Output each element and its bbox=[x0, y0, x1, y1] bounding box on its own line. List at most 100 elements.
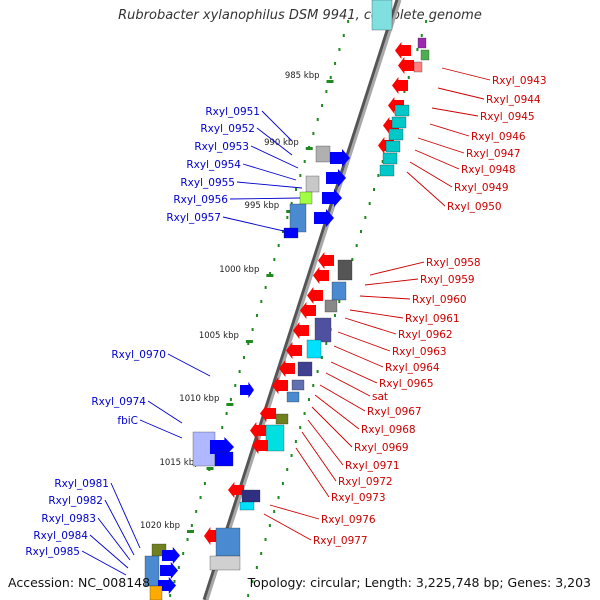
minus-gene-tile bbox=[314, 317, 332, 343]
plus-track-dot bbox=[329, 76, 332, 79]
plus-gene-arrow bbox=[160, 562, 178, 579]
gene-leader-line bbox=[414, 149, 460, 170]
plus-gene-arrow bbox=[322, 189, 342, 207]
gene-leader-line bbox=[325, 372, 371, 397]
minus-track-dot bbox=[381, 160, 384, 163]
plus-track-dot bbox=[255, 314, 258, 317]
plus-gene-arrow bbox=[330, 149, 350, 167]
minus-gene-arrow bbox=[392, 77, 408, 94]
gene-label: Rxyl_0958 bbox=[426, 257, 481, 269]
minus-gene-arrow bbox=[318, 252, 334, 269]
gene-leader-line bbox=[437, 87, 485, 100]
minus-track-dot bbox=[351, 258, 354, 261]
plus-gene-tile bbox=[305, 175, 320, 193]
minus-gene-arrow bbox=[307, 287, 323, 304]
minus-gene-tile bbox=[371, 0, 393, 31]
gene-leader-line bbox=[307, 419, 344, 466]
plus-gene-arrow bbox=[240, 382, 254, 398]
plus-track-dot bbox=[234, 384, 237, 387]
minus-gene-tile bbox=[394, 104, 410, 117]
plus-track-dot bbox=[316, 118, 319, 121]
kbp-tick-label: 1005 kbp bbox=[199, 331, 239, 341]
gene-label: sat bbox=[372, 391, 388, 403]
accession-text: Accession: NC_008148 bbox=[8, 575, 151, 590]
plus-track-dot bbox=[229, 398, 232, 401]
plus-track-dot bbox=[242, 356, 245, 359]
gene-label: Rxyl_0949 bbox=[454, 182, 509, 194]
minus-gene-tile bbox=[324, 299, 338, 313]
gene-label: Rxyl_0947 bbox=[466, 148, 521, 160]
minus-track-dot bbox=[264, 538, 267, 541]
plus-track-dot bbox=[173, 580, 176, 583]
gene-leader-line bbox=[337, 331, 391, 352]
gene-leader-line bbox=[229, 197, 301, 200]
minus-gene-arrow bbox=[395, 42, 411, 59]
gene-leader-line bbox=[263, 513, 312, 541]
minus-track-dot bbox=[299, 426, 302, 429]
plus-track-dot bbox=[264, 286, 267, 289]
minus-track-dot bbox=[333, 314, 336, 317]
minus-gene-tile bbox=[306, 339, 322, 359]
minus-track-dot bbox=[277, 496, 280, 499]
gene-leader-line bbox=[89, 534, 129, 569]
plus-track-dot bbox=[186, 538, 189, 541]
kbp-tick-label: 995 kbp bbox=[245, 201, 280, 211]
topology-text: Topology: circular; Length: 3,225,748 bp… bbox=[247, 575, 591, 590]
minus-gene-tile bbox=[337, 259, 353, 281]
minus-gene-tile bbox=[420, 49, 430, 61]
gene-label: Rxyl_0955 bbox=[180, 177, 235, 189]
minus-gene-tile bbox=[291, 379, 305, 391]
plus-track-dot bbox=[273, 258, 276, 261]
minus-track-dot bbox=[303, 412, 306, 415]
minus-gene-tile bbox=[209, 555, 241, 571]
kbp-tick-mark bbox=[187, 530, 194, 533]
gene-leader-line bbox=[110, 482, 141, 549]
gene-leader-line bbox=[295, 447, 330, 498]
minus-track-dot bbox=[281, 482, 284, 485]
minus-track-dot bbox=[316, 370, 319, 373]
minus-gene-tile bbox=[382, 152, 398, 165]
gene-label: Rxyl_0948 bbox=[461, 164, 516, 176]
gene-leader-line bbox=[256, 127, 293, 156]
minus-gene-arrow bbox=[260, 405, 276, 422]
plus-gene-tile bbox=[149, 585, 163, 600]
gene-label: Rxyl_0985 bbox=[25, 546, 80, 558]
minus-gene-tile bbox=[385, 140, 401, 153]
minus-track-dot bbox=[355, 244, 358, 247]
gene-leader-line bbox=[222, 216, 289, 233]
gene-label: Rxyl_0984 bbox=[33, 530, 88, 542]
minus-track-dot bbox=[255, 566, 258, 569]
minus-gene-arrow bbox=[286, 342, 302, 359]
minus-gene-tile bbox=[388, 128, 404, 141]
gene-label: Rxyl_0962 bbox=[398, 329, 453, 341]
gene-leader-line bbox=[167, 353, 211, 377]
minus-track-dot bbox=[407, 76, 410, 79]
minus-gene-arrow bbox=[293, 322, 309, 339]
minus-gene-tile bbox=[391, 116, 407, 129]
kbp-tick-mark bbox=[286, 210, 294, 213]
minus-track-dot bbox=[325, 342, 328, 345]
plus-track-dot bbox=[282, 230, 284, 233]
minus-gene-arrow bbox=[250, 422, 266, 439]
kbp-tick-label: 1010 kbp bbox=[179, 394, 219, 404]
plus-track-dot bbox=[199, 496, 202, 499]
kbp-tick-label: 1000 kbp bbox=[219, 265, 259, 275]
gene-label: Rxyl_0946 bbox=[471, 131, 526, 143]
minus-gene-arrow bbox=[300, 302, 316, 319]
minus-track-dot bbox=[294, 440, 297, 443]
plus-track-dot bbox=[321, 104, 324, 107]
gene-label: Rxyl_0972 bbox=[338, 476, 393, 488]
kbp-tick-mark bbox=[326, 80, 334, 83]
plus-track-dot bbox=[260, 300, 263, 303]
minus-gene-arrow bbox=[228, 482, 244, 498]
minus-gene-tile bbox=[417, 37, 427, 49]
gene-label: Rxyl_0968 bbox=[361, 424, 416, 436]
plus-track-dot bbox=[251, 328, 254, 331]
minus-track-dot bbox=[425, 20, 428, 23]
plus-gene-arrow bbox=[162, 547, 180, 564]
gene-label: Rxyl_0954 bbox=[186, 159, 241, 171]
minus-track-dot bbox=[420, 34, 423, 37]
gene-leader-line bbox=[314, 394, 360, 430]
minus-track-dot bbox=[247, 594, 250, 597]
